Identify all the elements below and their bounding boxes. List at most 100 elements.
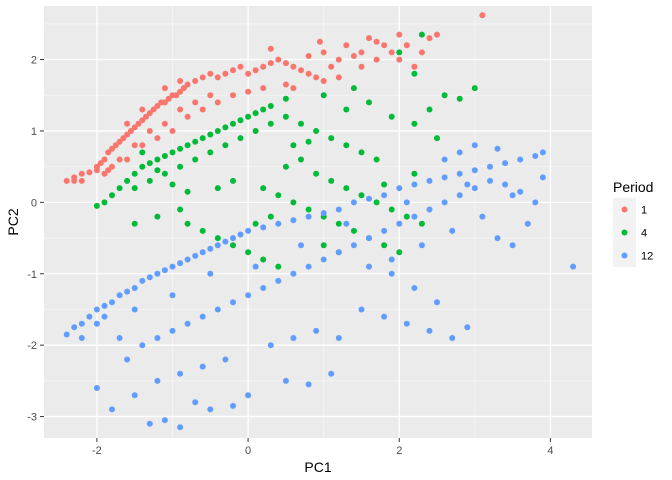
data-point [434,299,440,306]
data-point [396,31,403,38]
data-point [373,156,380,163]
data-point [173,92,180,99]
data-point [120,135,127,142]
data-point [131,185,138,192]
data-point [109,192,115,199]
x-tick-label: 4 [547,445,553,457]
data-point [101,313,108,320]
data-point [177,206,184,213]
legend-label: 12 [641,251,653,263]
data-point [245,227,252,234]
data-point [305,70,312,77]
data-point [245,88,252,95]
data-point [320,92,327,99]
data-point [350,242,357,249]
data-point [199,313,206,320]
data-point [396,49,403,56]
data-point [101,199,108,206]
series-1 [63,12,486,184]
data-point [180,85,187,92]
data-point [335,56,342,63]
data-point [313,128,320,134]
data-point [388,113,395,120]
data-point [403,213,410,220]
data-points [63,12,577,431]
data-point [418,31,425,38]
data-point [335,220,342,227]
data-point [403,320,410,327]
data-point [426,35,433,42]
data-point [146,274,153,281]
data-point [539,174,546,181]
data-point [290,270,297,277]
data-point [290,63,297,70]
x-axis-title: PC1 [304,459,331,475]
data-point [109,406,115,413]
data-point [305,213,312,220]
data-point [290,217,297,224]
data-point [169,181,176,188]
data-point [154,167,161,174]
data-point [230,402,236,409]
data-point [320,242,327,249]
data-point [214,99,221,106]
data-point [502,160,509,167]
y-tick-label: -2 [27,340,37,352]
data-point [517,156,524,163]
data-point [282,163,289,170]
data-point [127,128,134,134]
data-point [124,288,131,295]
data-point [146,420,153,427]
data-point [230,67,236,74]
data-point [260,256,267,263]
data-point [139,342,146,349]
data-point [260,285,267,291]
x-tick-label: 0 [245,445,251,457]
data-point [177,424,184,431]
data-point [305,206,312,213]
data-point [411,181,418,188]
data-point [135,120,142,127]
data-point [184,188,191,195]
data-point [184,320,191,327]
data-point [509,192,516,199]
data-point [328,63,335,70]
data-point [350,227,357,234]
data-point [131,142,138,149]
data-point [143,113,149,120]
data-point [245,392,252,399]
data-point [275,56,282,63]
data-point [313,327,320,334]
data-point [335,335,342,341]
data-point [426,327,433,334]
data-point [154,135,161,142]
data-point [350,85,357,92]
data-point [252,67,259,74]
data-point [131,170,138,177]
data-point [199,74,206,81]
data-point [343,220,350,227]
data-point [222,356,229,363]
data-point [456,149,463,156]
data-point [237,231,244,238]
data-point [214,235,221,242]
data-point [214,306,221,313]
data-point [282,95,289,102]
y-tick-label: -3 [27,412,37,424]
data-point [207,406,214,413]
data-point [282,377,289,384]
data-point [192,399,199,406]
y-tick-label: -1 [27,269,37,281]
data-point [184,113,191,120]
data-point [86,313,93,320]
data-point [373,38,380,45]
data-point [396,56,403,63]
data-point [487,177,493,184]
data-point [124,156,131,163]
data-point [343,185,350,192]
x-axis-ticks: -2 0 2 4 [92,438,553,457]
data-point [252,128,259,134]
data-point [316,38,323,45]
data-point [78,170,85,177]
data-point [71,177,78,184]
